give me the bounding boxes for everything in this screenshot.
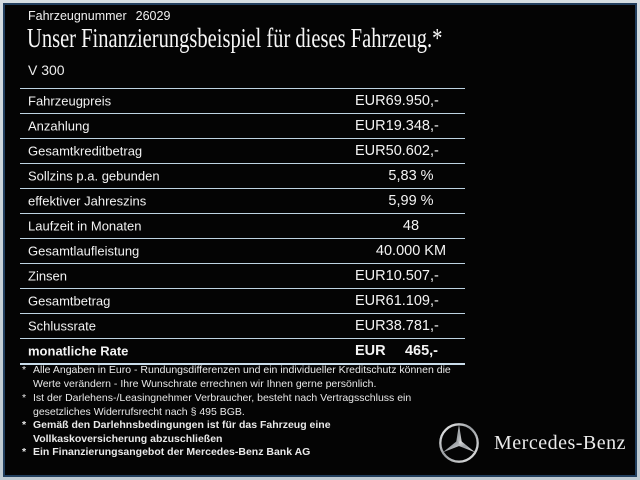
footnote-line: Ein Finanzierungsangebot der Mercedes-Be… xyxy=(33,446,311,458)
amount-value: 10.507,- xyxy=(385,268,439,284)
table-row: Gesamtkreditbetrag EUR 50.602,- xyxy=(20,138,465,163)
table-row: Gesamtlaufleistung 40.000 KM xyxy=(20,238,465,263)
row-value: 40.000 KM xyxy=(375,243,447,259)
footnote: * Ein Finanzierungsangebot der Mercedes-… xyxy=(22,446,310,460)
row-value: EUR 10.507,- xyxy=(350,268,442,284)
page-title: Unser Finanzierungsbeispiel für dieses F… xyxy=(27,23,443,53)
model-name: V 300 xyxy=(28,62,65,78)
vehicle-number-label: Fahrzeugnummer xyxy=(28,9,127,23)
row-value: 5,99 % xyxy=(388,193,434,209)
vehicle-number: Fahrzeugnummer 26029 xyxy=(28,9,170,23)
footnote-line: Vollkaskoversicherung abzuschließen xyxy=(33,432,223,445)
table-row: Anzahlung EUR 19.348,- xyxy=(20,113,465,138)
footnote-marker: * xyxy=(22,419,27,431)
footnote-line: Gemäß den Darlehnsbedingungen ist für da… xyxy=(33,419,331,431)
table-row: Laufzeit in Monaten 48 xyxy=(20,213,465,238)
brand-area: Mercedes-Benz xyxy=(438,422,626,464)
row-label: monatliche Rate xyxy=(28,343,129,359)
row-label: Gesamtbetrag xyxy=(28,293,111,309)
footnote: * Gemäß den Darlehnsbedingungen ist für … xyxy=(22,419,331,446)
footnote: * Alle Angaben in Euro - Rundungsdiffere… xyxy=(22,364,451,391)
row-value: EUR 50.602,- xyxy=(350,143,442,159)
currency-label: EUR xyxy=(355,318,386,334)
row-label: Gesamtkreditbetrag xyxy=(28,143,143,159)
currency-label: EUR xyxy=(355,118,386,134)
row-value: 5,83 % xyxy=(388,168,434,184)
row-label: effektiver Jahreszins xyxy=(28,193,147,209)
amount-value: 465,- xyxy=(404,343,438,359)
footnote-line: gesetzliches Widerrufsrecht nach § 495 B… xyxy=(33,405,245,418)
row-label: Gesamtlaufleistung xyxy=(28,243,140,259)
footnote-line: Alle Angaben in Euro - Rundungsdifferenz… xyxy=(33,364,451,376)
table-row: Gesamtbetrag EUR 61.109,- xyxy=(20,288,465,313)
content-panel: Fahrzeugnummer 26029 Unser Finanzierungsb… xyxy=(3,3,637,477)
row-label: Schlussrate xyxy=(28,318,96,334)
footnote-line: Ist der Darlehens-/Leasingnehmer Verbrau… xyxy=(33,392,412,404)
footnote-marker: * xyxy=(22,364,27,376)
row-label: Laufzeit in Monaten xyxy=(28,218,142,234)
footnote-line: Werte verändern - Ihre Wunschrate errech… xyxy=(33,377,377,390)
footnote-marker: * xyxy=(22,446,27,458)
row-value: EUR 465,- xyxy=(350,343,442,359)
table-row: Schlussrate EUR 38.781,- xyxy=(20,313,465,338)
row-value: 48 xyxy=(402,218,420,234)
row-label: Fahrzeugpreis xyxy=(28,93,112,109)
footnote: * Ist der Darlehens-/Leasingnehmer Verbr… xyxy=(22,392,411,419)
table-row: effektiver Jahreszins 5,99 % xyxy=(20,188,465,213)
amount-value: 38.781,- xyxy=(385,318,439,334)
row-label: Zinsen xyxy=(28,268,68,284)
table-row: Fahrzeugpreis EUR 69.950,- xyxy=(20,88,465,113)
vehicle-number-value: 26029 xyxy=(135,9,171,23)
currency-label: EUR xyxy=(355,293,386,309)
currency-label: EUR xyxy=(355,268,386,284)
currency-label: EUR xyxy=(355,143,386,159)
footnote-marker: * xyxy=(22,392,27,404)
table-row: Zinsen EUR 10.507,- xyxy=(20,263,465,288)
row-label: Sollzins p.a. gebunden xyxy=(28,168,160,184)
finance-table: Fahrzeugpreis EUR 69.950,- Anzahlung EUR 1… xyxy=(20,88,465,365)
row-label: Anzahlung xyxy=(28,118,90,134)
amount-value: 50.602,- xyxy=(385,143,439,159)
amount-value: 69.950,- xyxy=(385,93,439,109)
table-row: Sollzins p.a. gebunden 5,83 % xyxy=(20,163,465,188)
row-value: EUR 38.781,- xyxy=(350,318,442,334)
amount-value: 19.348,- xyxy=(385,118,439,134)
currency-label: EUR xyxy=(355,343,386,359)
row-value: EUR 61.109,- xyxy=(350,293,442,309)
table-row-monthly-rate: monatliche Rate EUR 465,- xyxy=(20,338,465,365)
mercedes-wordmark: Mercedes-Benz xyxy=(494,431,626,454)
currency-label: EUR xyxy=(355,93,386,109)
mercedes-star-icon xyxy=(439,423,479,463)
row-value: EUR 19.348,- xyxy=(350,118,442,134)
amount-value: 61.109,- xyxy=(385,293,439,309)
row-value: EUR 69.950,- xyxy=(350,93,442,109)
